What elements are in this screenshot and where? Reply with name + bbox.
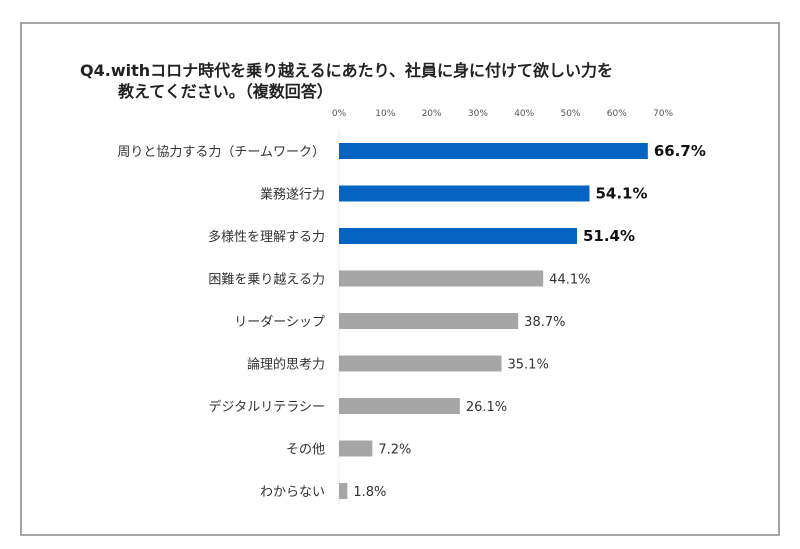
- x-tick-label: 30%: [468, 109, 488, 119]
- x-tick-label: 70%: [653, 109, 673, 119]
- x-tick-label: 50%: [560, 109, 580, 119]
- chart-title-line-1: Q4.withコロナ時代を乗り越えるにあたり、社員に身に付けて欲しい力を: [80, 61, 613, 80]
- bar: [339, 228, 577, 244]
- category-label: 多様性を理解する力: [208, 229, 325, 245]
- category-label: その他: [286, 443, 325, 458]
- category-label: デジタルリテラシー: [209, 399, 325, 415]
- bar: [339, 143, 648, 159]
- bar: [339, 355, 502, 372]
- category-label: 周りと協力する力（チームワーク）: [117, 145, 325, 160]
- category-label: わからない: [260, 485, 325, 500]
- category-label: 業務遂行力: [260, 187, 325, 203]
- bar: [339, 483, 348, 499]
- bar: [339, 398, 460, 414]
- bar: [339, 270, 544, 287]
- bar: [339, 313, 519, 329]
- category-label: 論理的思考力: [247, 357, 325, 373]
- chart-title-line-2: 教えてください。（複数回答）: [118, 82, 333, 101]
- bar: [339, 185, 590, 202]
- x-tick-label: 60%: [607, 109, 627, 119]
- x-tick-label: 0%: [332, 109, 347, 119]
- value-label: 44.1%: [549, 273, 590, 288]
- bar: [339, 440, 373, 457]
- value-label: 66.7%: [654, 142, 706, 160]
- category-label: 困難を乗り越える力: [208, 273, 325, 288]
- value-label: 38.7%: [524, 315, 565, 330]
- value-label: 1.8%: [353, 485, 386, 500]
- value-label: 7.2%: [378, 443, 411, 458]
- value-label: 54.1%: [595, 185, 647, 203]
- x-tick-label: 40%: [514, 109, 534, 119]
- category-label: リーダーシップ: [234, 315, 325, 330]
- x-tick-label: 10%: [375, 109, 395, 119]
- x-tick-label: 20%: [422, 109, 442, 119]
- value-label: 35.1%: [508, 358, 549, 373]
- value-label: 51.4%: [583, 227, 635, 245]
- value-label: 26.1%: [466, 400, 507, 415]
